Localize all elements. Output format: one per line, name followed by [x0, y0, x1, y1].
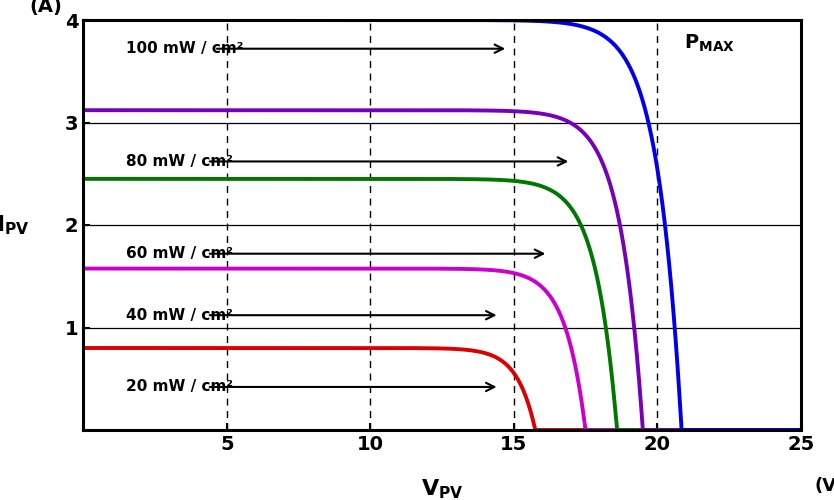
- Text: 100 mW / cm²: 100 mW / cm²: [127, 41, 244, 56]
- Text: 40 mW / cm²: 40 mW / cm²: [127, 308, 234, 322]
- Text: $\mathbf{I_{PV}}$: $\mathbf{I_{PV}}$: [0, 213, 30, 237]
- Text: $\mathbf{P}_{\mathbf{MAX}}$: $\mathbf{P}_{\mathbf{MAX}}$: [685, 32, 736, 54]
- Text: (V): (V): [815, 477, 834, 495]
- Text: 60 mW / cm²: 60 mW / cm²: [127, 246, 234, 261]
- Text: 20 mW / cm²: 20 mW / cm²: [127, 380, 234, 394]
- Text: 80 mW / cm²: 80 mW / cm²: [127, 154, 234, 169]
- Text: $\mathbf{V_{PV}}$: $\mathbf{V_{PV}}$: [420, 477, 464, 500]
- Text: (A): (A): [30, 0, 63, 16]
